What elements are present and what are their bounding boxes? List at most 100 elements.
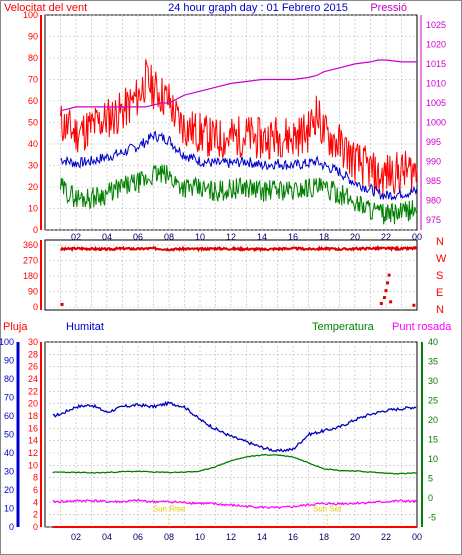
x-tick-label: 12 [226,532,236,542]
compass-label: S [436,270,443,282]
pressure-tick-label: 975 [426,215,441,225]
wind-speed-label: Velocitat del vent [4,2,87,14]
direction-point [60,302,64,306]
temperature-tick-label: 35 [428,356,438,366]
pressure-tick-label: 1020 [426,39,446,49]
direction-plot-frame [44,239,418,311]
rain-tick-label: 4 [33,497,38,507]
x-tick-label: 20 [350,232,360,242]
wind-avg-line [60,130,418,201]
humidity-tick-label: 50 [4,430,14,440]
wind-tick-label: 30 [28,161,38,171]
pressure-tick-label: 1005 [426,98,446,108]
rain-tick-label: 30 [28,337,38,347]
compass-label: N [436,304,444,316]
x-tick-label: 00 [412,232,422,242]
x-tick-label: 08 [164,532,174,542]
wind-tick-label: 20 [28,182,38,192]
x-tick-label: 22 [381,232,391,242]
sun-rise-marker: Sun Rise [153,505,186,514]
humidity-tick-label: 10 [4,504,14,514]
pressure-label: Pressió [370,2,407,14]
humidity-tick-label: 40 [4,448,14,458]
direction-grid [45,240,417,310]
x-tick-label: 16 [288,532,298,542]
x-tick-label: 06 [133,532,143,542]
wind-tick-label: 0 [33,225,38,235]
direction-axis: 0 90 180 270 360 [23,240,42,312]
direction-point [387,273,391,277]
x-tick-label: 22 [381,532,391,542]
rain-tick-label: 10 [28,460,38,470]
temperature-axis: -5 0 5 10 15 20 25 30 35 40 [421,337,438,527]
humidity-label: Humitat [66,321,104,333]
x-tick-label: 04 [102,532,112,542]
rain-tick-label: 8 [33,473,38,483]
humidity-axis: 0 10 20 30 40 50 60 70 80 90 100 [0,337,20,532]
dewpoint-label: Punt rosada [392,321,452,333]
wind-speed-axis: 0 10 20 30 40 50 60 70 80 90 100 [23,10,42,235]
rain-tick-label: 20 [28,399,38,409]
compass-label: N [436,236,444,248]
wind-tick-label: 10 [28,204,38,214]
x-tick-label: 12 [226,232,236,242]
direction-point [389,300,393,304]
rain-tick-label: 16 [28,423,38,433]
x-tick-label: 10 [195,532,205,542]
x-tick-label: 04 [102,232,112,242]
wind-series [60,59,418,225]
sun-set-marker: Sun Set [313,505,342,514]
humidity-tick-label: 30 [4,467,14,477]
pressure-tick-label: 1025 [426,20,446,30]
temperature-tick-label: 0 [428,493,433,503]
humidity-tick-label: 100 [0,337,14,347]
humidity-tick-label: 60 [4,411,14,421]
pressure-tick-label: 985 [426,176,441,186]
rain-tick-label: 18 [28,411,38,421]
temperature-line [52,453,418,475]
wind-tick-label: 70 [28,75,38,85]
rain-tick-label: 0 [33,522,38,532]
temperature-tick-label: 30 [428,376,438,386]
dewpoint-line [52,498,417,510]
temperature-tick-label: -5 [428,512,436,522]
humidity-tick-label: 90 [4,356,14,366]
pressure-tick-label: 1015 [426,59,446,69]
direction-band [60,245,418,253]
x-tick-label: 20 [350,532,360,542]
x-tick-label: 06 [133,232,143,242]
temperature-label: Temperatura [312,321,375,333]
pressure-tick-label: 995 [426,137,441,147]
temperature-tick-label: 5 [428,473,433,483]
x-tick-label: 18 [319,232,329,242]
pressure-line [60,59,417,112]
wind-tick-label: 40 [28,139,38,149]
wind-tick-label: 100 [23,10,38,20]
wind-tick-label: 50 [28,118,38,128]
rain-tick-label: 28 [28,349,38,359]
direction-point [379,302,383,306]
temperature-tick-label: 40 [428,337,438,347]
x-tick-label: 00 [412,532,422,542]
direction-tick-label: 0 [33,302,38,312]
rain-tick-label: 6 [33,485,38,495]
humidity-tick-label: 20 [4,485,14,495]
wind-tick-label: 80 [28,53,38,63]
humidity-tick-label: 70 [4,393,14,403]
rain-tick-label: 12 [28,448,38,458]
chart-title: 24 hour graph day : 01 Febrero 2015 [168,2,348,14]
x-tick-label: 08 [164,232,174,242]
pressure-axis: 975 980 985 990 995 1000 1005 1010 1015 1020 1025 [420,15,446,230]
temperature-tick-label: 20 [428,415,438,425]
rain-tick-label: 22 [28,386,38,396]
wind-min-line [60,164,418,225]
rain-tick-label: 2 [33,510,38,520]
wind-tick-label: 60 [28,96,38,106]
wind-tick-label: 90 [28,32,38,42]
direction-tick-label: 180 [23,271,38,281]
